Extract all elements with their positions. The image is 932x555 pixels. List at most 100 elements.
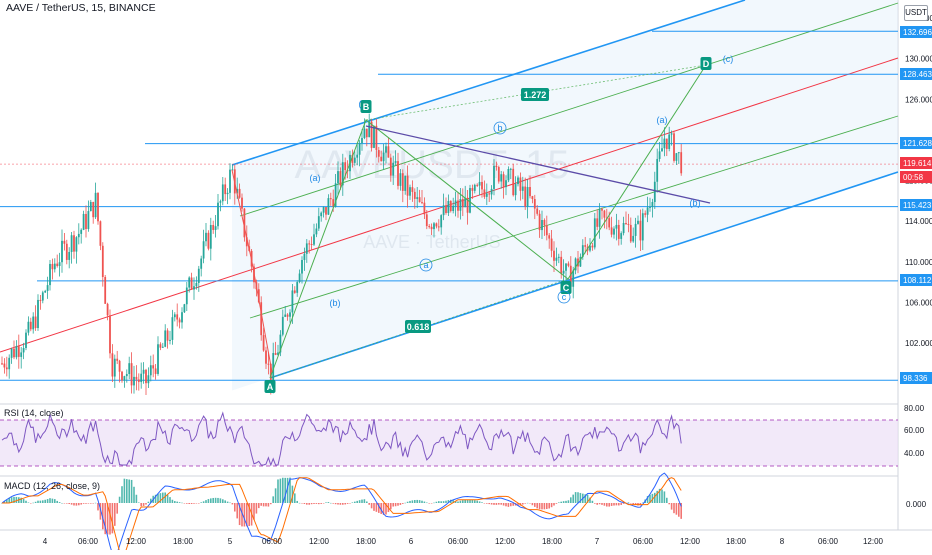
- candle-body: [277, 352, 279, 355]
- macd-bar: [392, 503, 394, 507]
- macd-bar: [507, 503, 510, 507]
- rsi-title[interactable]: RSI (14, close): [4, 408, 64, 418]
- price-tag-box-5: [900, 199, 932, 211]
- ratio-1272: 1.272: [524, 90, 547, 100]
- candle-body: [140, 373, 143, 383]
- candle-body: [538, 213, 541, 231]
- macd-bar: [130, 479, 133, 503]
- candle-body: [82, 213, 85, 230]
- time-tick: 18:00: [173, 537, 194, 546]
- macd-tick: 0.000: [906, 500, 927, 509]
- time-tick: 18:00: [542, 537, 563, 546]
- macd-bar: [70, 503, 73, 505]
- macd-bar: [510, 503, 512, 507]
- macd-bar: [483, 503, 486, 504]
- macd-bar: [327, 502, 330, 503]
- wave-drawings[interactable]: A B C D 1.272 0.618 ((a) (b) b a c (a) (b) (c): [231, 54, 734, 393]
- price-tick: 114.000: [905, 217, 932, 226]
- macd-bar: [601, 503, 603, 505]
- candle-body: [447, 200, 450, 213]
- macd-bar: [603, 503, 606, 506]
- macd-bar: [584, 494, 586, 503]
- macd-bar: [224, 500, 226, 503]
- candle-body: [536, 208, 539, 214]
- macd-bar: [402, 503, 404, 504]
- price-tick: 110.000: [905, 258, 932, 267]
- candle-body: [315, 228, 318, 235]
- macd-bar: [596, 503, 598, 505]
- candle-body: [497, 167, 500, 182]
- macd-bar: [452, 500, 454, 503]
- price-tag-box-6: [900, 274, 932, 286]
- macd-bar: [570, 497, 572, 503]
- macd-bar: [260, 503, 262, 506]
- macd-bar: [253, 503, 255, 520]
- macd-bar: [298, 502, 301, 504]
- macd-bar: [92, 503, 94, 504]
- candle-body: [361, 138, 363, 144]
- candle-body: [195, 282, 198, 287]
- macd-bar: [529, 503, 531, 504]
- candle-body: [17, 346, 20, 357]
- candle-body: [464, 197, 467, 208]
- candle-body: [469, 188, 471, 213]
- parallel-channel[interactable]: [0, 0, 899, 391]
- macd-bar: [22, 499, 25, 503]
- pivot-b: B: [363, 102, 370, 112]
- macd-bar: [380, 503, 382, 514]
- macd-title[interactable]: MACD (12, 26, close, 9): [4, 481, 101, 491]
- macd-bar: [80, 503, 82, 505]
- macd-bar: [198, 503, 200, 504]
- macd-bar: [512, 503, 514, 506]
- macd-bar: [294, 493, 296, 503]
- time-axis-ticks[interactable]: 4 06:00 12:00 18:00 5 06:00 12:00 18:00 6 06:00 12…: [43, 537, 884, 546]
- candle-body: [337, 171, 339, 184]
- macd-bar: [183, 503, 186, 504]
- macd-bar: [75, 503, 78, 506]
- macd-bar: [363, 499, 366, 503]
- candle-body: [226, 192, 229, 195]
- macd-bar: [265, 503, 267, 507]
- macd-bar: [63, 503, 66, 504]
- macd-bar: [214, 497, 217, 503]
- candle-body: [380, 156, 383, 162]
- rsi-axis-ticks: 80.00 60.00 40.00: [904, 404, 925, 458]
- candle-body: [73, 235, 75, 252]
- candle-body: [476, 184, 479, 186]
- time-tick: 06:00: [633, 537, 654, 546]
- candle-body: [49, 263, 51, 286]
- candle-body: [1, 363, 3, 365]
- candle-body: [161, 346, 164, 348]
- macd-bar: [627, 502, 630, 503]
- candle-body: [397, 161, 399, 186]
- macd-bar: [301, 503, 303, 504]
- wave-label-8: (c): [723, 54, 734, 64]
- candle-body: [25, 332, 27, 349]
- macd-bar: [282, 477, 284, 503]
- candle-body: [130, 363, 133, 386]
- inner-lower-line: [249, 115, 899, 319]
- candle-body: [373, 125, 375, 148]
- macd-bar: [318, 503, 320, 505]
- price-tag-1: 128.463: [903, 70, 932, 79]
- candle-body: [329, 198, 332, 200]
- currency-badge[interactable]: USDT: [904, 5, 928, 21]
- candle-body: [29, 321, 32, 330]
- candle-body: [147, 375, 150, 384]
- candle-body: [495, 165, 498, 168]
- macd-bar: [181, 502, 183, 504]
- macd-bar: [615, 503, 618, 506]
- candle-body: [178, 319, 181, 323]
- macd-bar: [49, 498, 51, 503]
- macd-bar: [82, 503, 85, 504]
- wave-label-6: (a): [657, 115, 668, 125]
- macd-bar: [128, 479, 130, 503]
- macd-bar: [495, 503, 498, 505]
- macd-bar: [663, 491, 666, 503]
- macd-bar: [10, 497, 13, 503]
- rsi-tick: 60.00: [904, 426, 925, 435]
- candle-body: [519, 177, 522, 191]
- candle-body: [56, 263, 59, 267]
